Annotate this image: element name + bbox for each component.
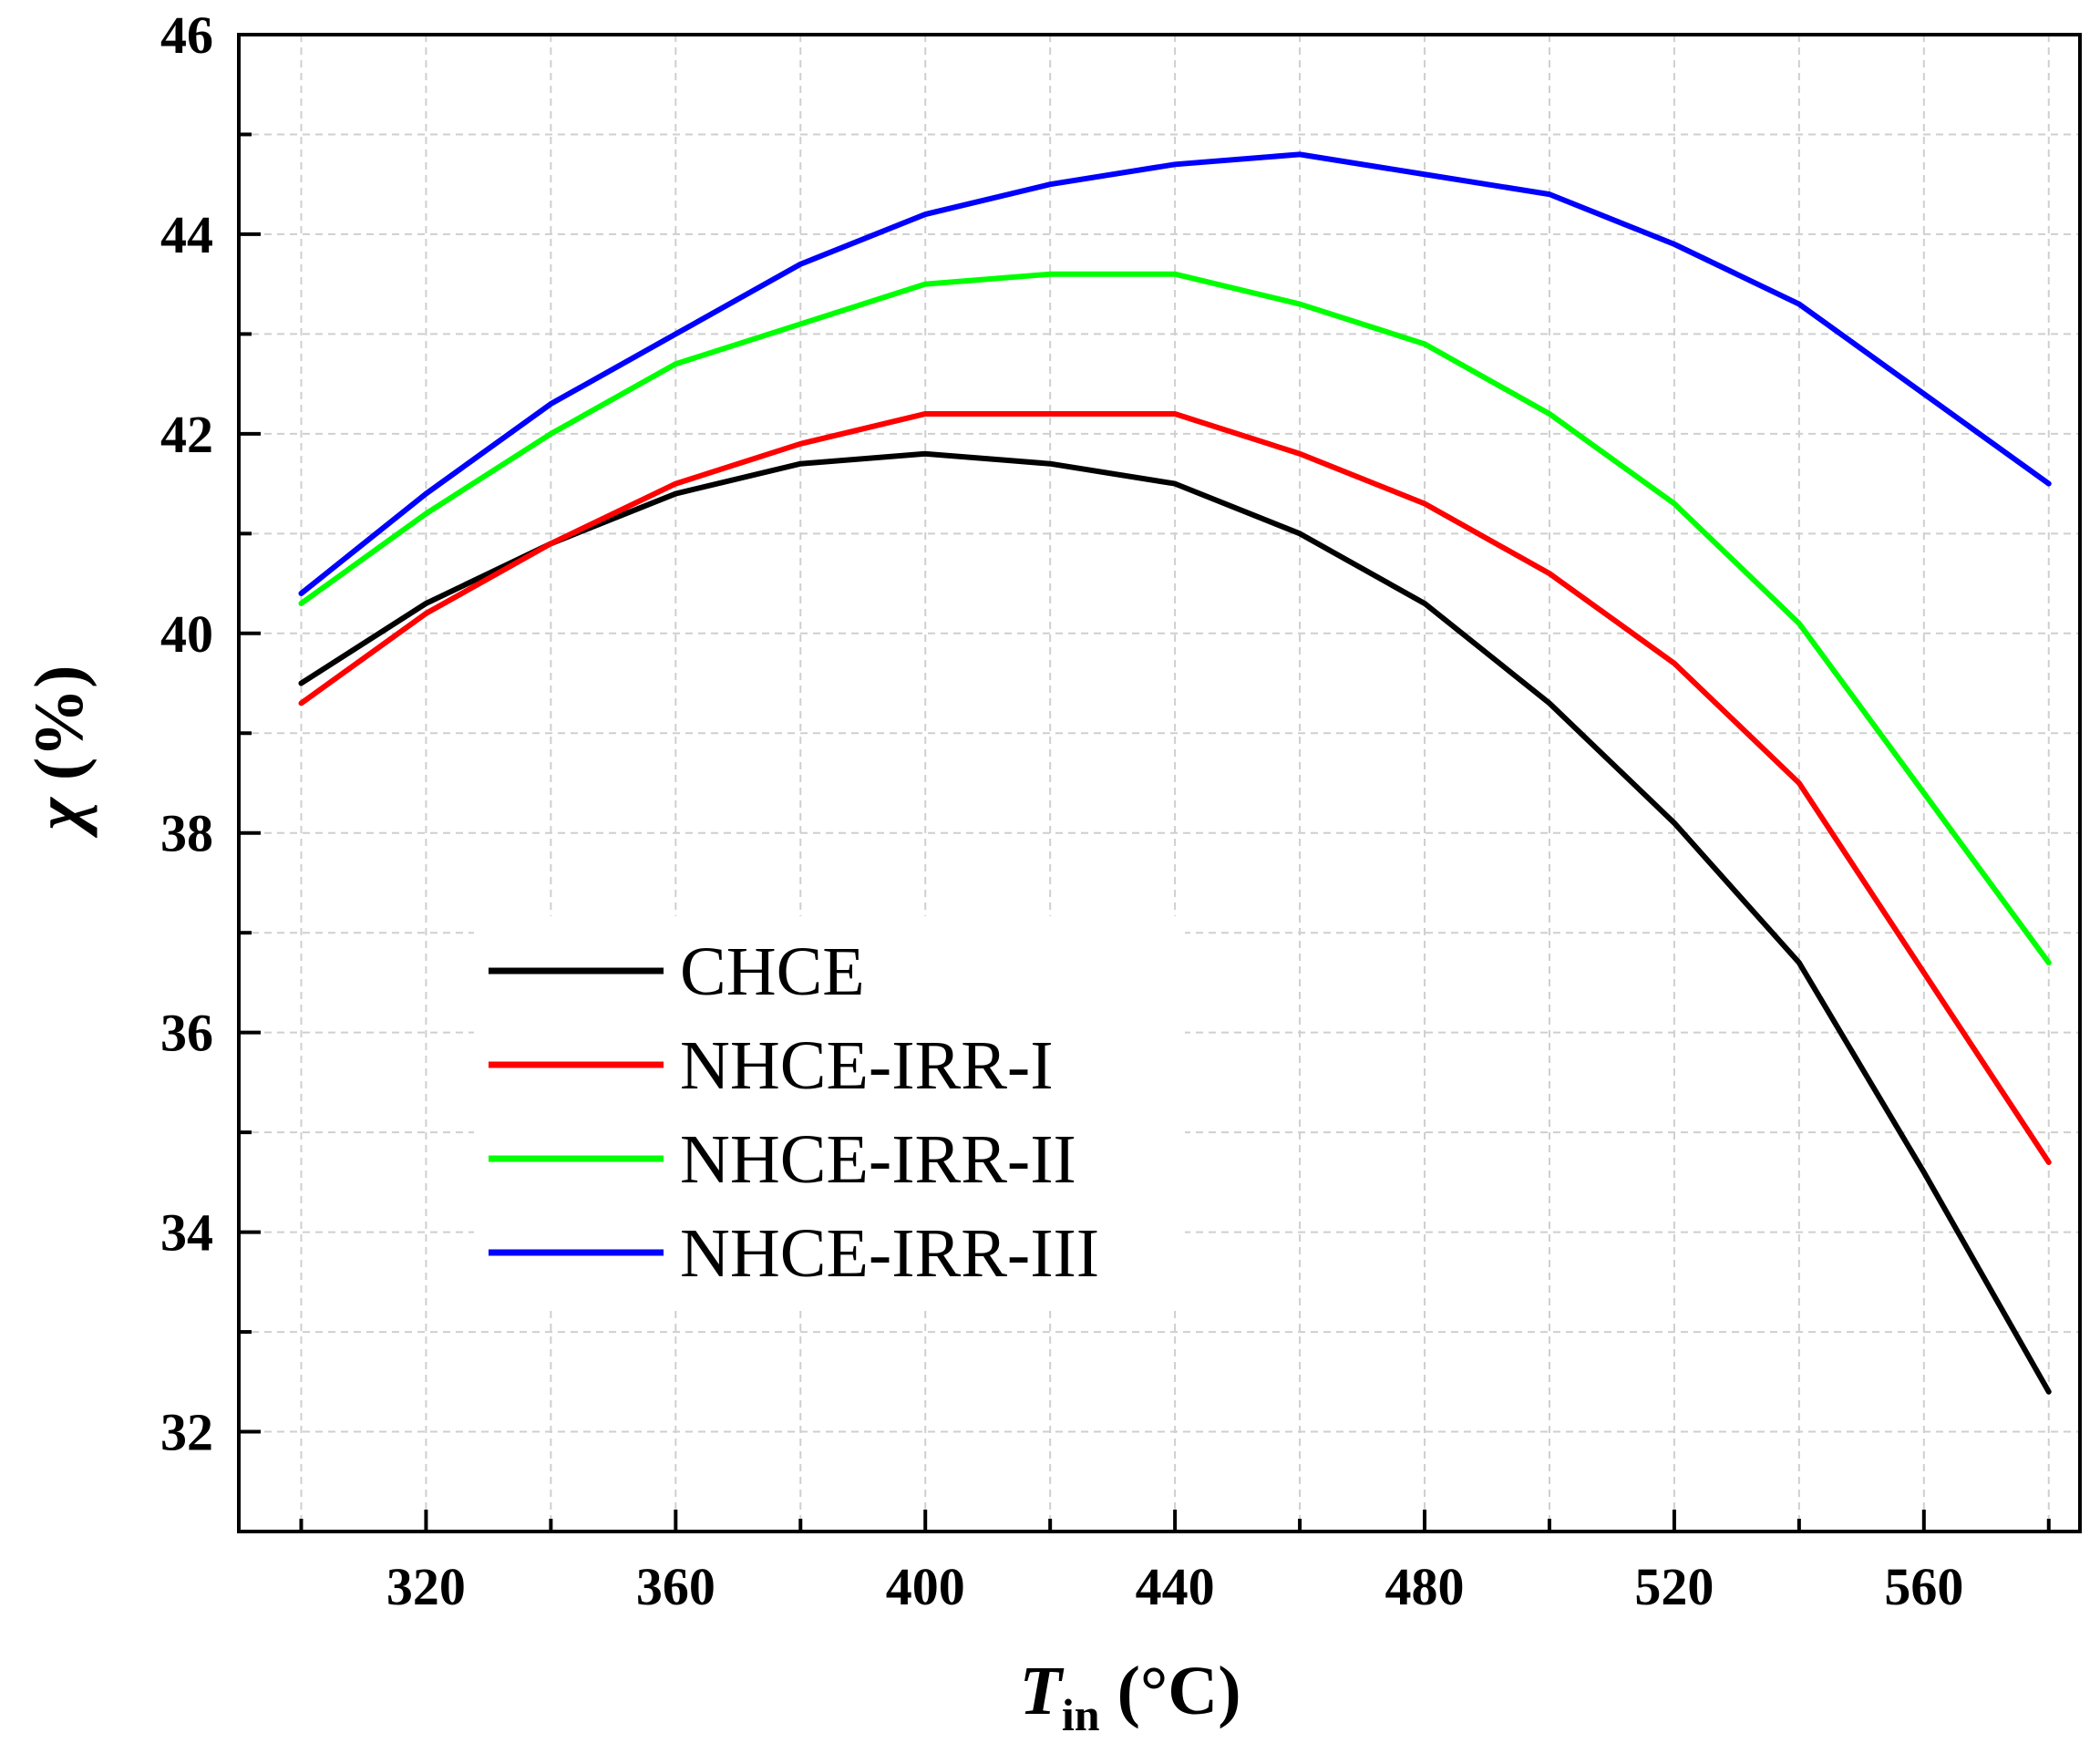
legend-label: NHCE-IRR-II <box>680 1121 1076 1198</box>
x-tick-label: 440 <box>1136 1557 1215 1616</box>
plot-frame <box>237 33 2082 1533</box>
series-line-nhce-irr-iii <box>298 151 2052 597</box>
legend-label: NHCE-IRR-III <box>680 1215 1099 1292</box>
legend-label: NHCE-IRR-I <box>680 1027 1054 1104</box>
series-line-nhce-irr-ii <box>298 271 2052 966</box>
series-line-chce <box>298 450 2052 1395</box>
x-tick-label: 400 <box>886 1557 965 1616</box>
y-tick-labels: 32 34 36 38 40 42 44 46 <box>160 5 213 1462</box>
y-tick-label: 42 <box>160 405 213 464</box>
legend: CHCE NHCE-IRR-I NHCE-IRR-II NHCE-IRR-III <box>474 916 1185 1310</box>
x-tick-label: 520 <box>1634 1557 1714 1616</box>
y-axis-title: χ (%) <box>21 665 98 839</box>
x-tick-label: 560 <box>1884 1557 1963 1616</box>
legend-background <box>474 916 1185 1310</box>
y-tick-label: 34 <box>160 1203 213 1263</box>
y-tick-label: 44 <box>160 205 213 264</box>
legend-label: CHCE <box>680 933 865 1010</box>
y-tick-label: 36 <box>160 1004 213 1063</box>
y-tick-label: 46 <box>160 5 213 65</box>
series-line-nhce-irr-i <box>298 410 2052 1165</box>
x-tick-label: 320 <box>386 1557 466 1616</box>
x-tick-labels: 320 360 400 440 480 520 560 <box>386 1557 1963 1616</box>
x-axis-title: Tin (°C) <box>1019 1653 1240 1740</box>
x-tick-label: 360 <box>636 1557 715 1616</box>
y-tick-label: 38 <box>160 804 213 863</box>
axes <box>237 33 2082 1533</box>
series-lines <box>298 151 2052 1395</box>
x-tick-label: 480 <box>1385 1557 1465 1616</box>
y-tick-label: 40 <box>160 604 213 664</box>
y-tick-label: 32 <box>160 1403 213 1462</box>
